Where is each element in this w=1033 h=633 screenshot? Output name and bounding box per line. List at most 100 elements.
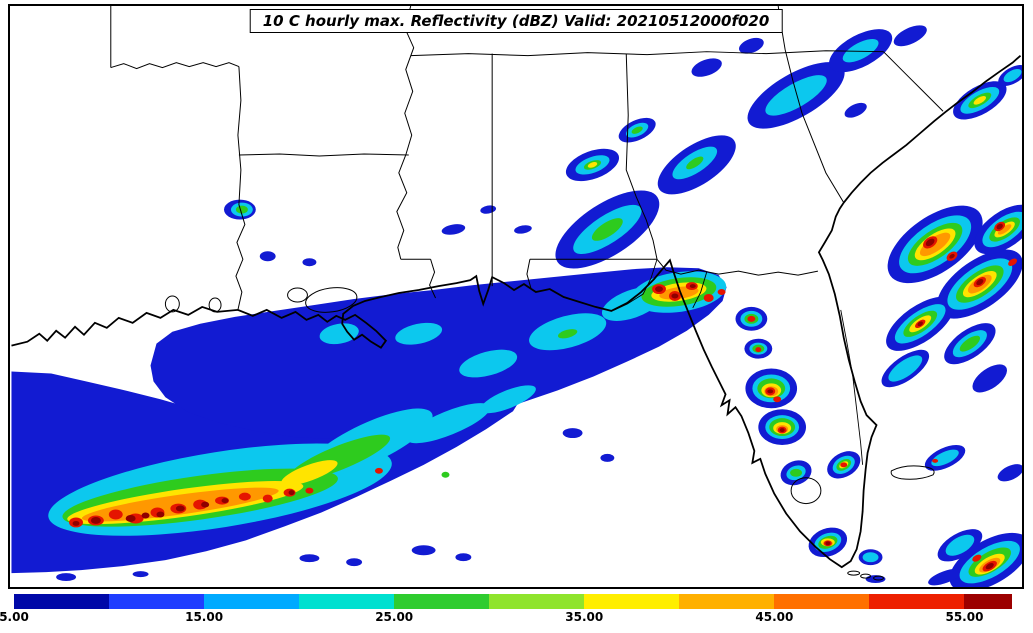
- radar-cell: [997, 464, 1022, 482]
- colorbar-segment: [679, 594, 775, 609]
- colorbar-segment: [109, 594, 205, 609]
- florida-alabama-border: [526, 258, 658, 289]
- radar-cell: [480, 385, 536, 414]
- radar-cell: [587, 162, 598, 168]
- radar-cell: [671, 293, 679, 299]
- radar-cell: [238, 492, 251, 501]
- colorbar-tick-label: 45.00: [755, 610, 794, 624]
- colorbar-ticks: 5.00 15.00 25.00 35.00 45.00 55.00: [0, 610, 1012, 628]
- radar-cell: [374, 467, 383, 474]
- lake-okeechobee: [790, 477, 822, 505]
- plot-title: 10 C hourly max. Reflectivity (dBZ) Vali…: [249, 9, 783, 33]
- radar-cell: [90, 516, 101, 524]
- radar-cell: [221, 498, 229, 504]
- radar-cell: [235, 205, 248, 214]
- radar-cell: [996, 223, 1003, 230]
- radar-cell: [976, 279, 984, 286]
- radar-cell: [739, 37, 764, 54]
- radar-cell: [972, 554, 982, 562]
- map-canvas: [11, 6, 1022, 587]
- indian-river-lagoon: [840, 309, 864, 465]
- suwannee-river: [692, 272, 708, 309]
- radar-cell: [132, 571, 149, 578]
- radar-cell: [655, 286, 663, 293]
- radar-cell: [765, 75, 827, 116]
- radar-cell: [1008, 258, 1017, 266]
- radar-cell: [480, 205, 497, 214]
- radar-cell: [459, 349, 518, 378]
- florida-key: [873, 575, 884, 581]
- radar-cell: [156, 511, 165, 518]
- radar-cell: [755, 347, 762, 353]
- colorbar-tick-label: 55.00: [945, 610, 984, 624]
- colorbar-segment: [869, 594, 965, 609]
- radar-cell: [972, 364, 1007, 393]
- radar-cell: [302, 258, 317, 267]
- radar-cell: [141, 512, 150, 519]
- radar-cell: [201, 501, 210, 508]
- radar-cell: [441, 471, 450, 478]
- radar-cell: [997, 224, 1012, 235]
- radar-cell: [747, 315, 756, 322]
- colorbar-segment: [394, 594, 490, 609]
- radar-cell: [790, 468, 803, 477]
- colorbar-segment: [584, 594, 680, 609]
- radar-cell: [862, 552, 879, 563]
- colorbar-segment: [14, 594, 110, 609]
- radar-cell: [411, 545, 436, 556]
- radar-cell: [779, 428, 785, 433]
- radar-cell: [931, 449, 959, 467]
- radar-field: [11, 25, 1022, 587]
- radar-cell: [557, 329, 578, 339]
- radar-cell: [985, 563, 994, 570]
- radar-cell: [455, 553, 472, 562]
- radar-cell: [928, 568, 962, 586]
- radar-shield-central: [150, 267, 727, 440]
- radar-cell: [125, 514, 136, 522]
- alabama-georgia-border: [625, 53, 658, 260]
- radar-cell: [175, 505, 185, 512]
- radar-cell: [844, 102, 867, 118]
- radar-cell: [686, 156, 704, 170]
- islands: [847, 465, 935, 581]
- state-borders: [110, 6, 944, 311]
- colorbar-segment: [489, 594, 585, 609]
- radar-cell: [717, 289, 726, 296]
- radar-cell: [893, 25, 927, 47]
- bahama-island: [890, 465, 935, 480]
- radar-cell: [108, 509, 123, 520]
- radar-cell: [441, 224, 466, 235]
- lake-pontchartrain: [305, 287, 358, 313]
- gulf-atlantic-coast: [11, 54, 1022, 569]
- colorbar-segment: [964, 594, 1012, 609]
- radar-cell: [406, 403, 491, 444]
- radar-cell: [514, 225, 532, 234]
- radar-cell: [945, 534, 975, 556]
- louisiana-arkansas-border: [238, 153, 409, 157]
- lake-calcasieu: [164, 295, 180, 313]
- map-frame: 10 C hourly max. Reflectivity (dBZ) Vali…: [8, 4, 1024, 589]
- radar-cell: [888, 355, 923, 382]
- radar-cell: [842, 39, 879, 63]
- colorbar-segment: [299, 594, 395, 609]
- radar-cell: [319, 323, 359, 345]
- lake-maurepas: [287, 287, 308, 303]
- radar-cell: [631, 126, 643, 134]
- radar-cell: [259, 251, 276, 262]
- radar-cell: [949, 253, 955, 259]
- radar-cell: [691, 58, 722, 77]
- radar-cell: [600, 453, 615, 462]
- radar-cell: [305, 487, 314, 494]
- radar-cell: [767, 389, 774, 394]
- radar-cell: [562, 428, 583, 439]
- radar-cell: [703, 294, 714, 302]
- colorbar: [14, 594, 1012, 609]
- radar-cell: [917, 321, 923, 327]
- louisiana-mississippi-border: [400, 258, 437, 299]
- radar-cell: [591, 218, 623, 241]
- texas-louisiana-border: [235, 66, 246, 311]
- colorbar-tick-label: 15.00: [185, 610, 224, 624]
- radar-cell: [825, 541, 831, 546]
- radar-cell: [773, 396, 782, 403]
